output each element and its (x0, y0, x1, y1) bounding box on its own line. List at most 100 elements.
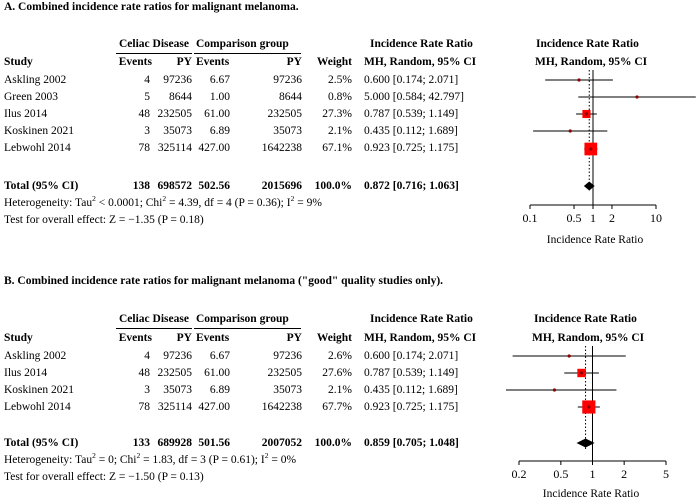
panel-a-celiac-underline (116, 53, 192, 54)
panel-a-xlabel: Incidence Rate Ratio (546, 234, 644, 246)
panel-b-irr-method: MH, Random, 95% CI (364, 332, 477, 344)
cd-events: 5 (144, 91, 150, 103)
irr-ci: 0.787 [0.539; 1.149] (364, 367, 459, 379)
weight: 2.6% (328, 350, 352, 362)
cd-py: 8644 (169, 91, 192, 103)
cd-events: 78 (138, 142, 151, 154)
cg-events: 1.00 (209, 91, 230, 103)
panel-b-plot-header: Incidence Rate Ratio (534, 313, 637, 325)
cd-events: 3 (144, 384, 150, 396)
panel-b-comparison-header: Comparison group (196, 313, 289, 325)
x-tick-label: 2 (609, 211, 615, 225)
cg-py: 97236 (273, 350, 302, 362)
total-cg-py: 2007052 (261, 437, 302, 449)
weight: 27.3% (322, 108, 352, 120)
cg-py: 232505 (267, 108, 303, 120)
total-irr-ci: 0.859 [0.705; 1.048] (364, 437, 459, 449)
study-name: Green 2003 (4, 91, 58, 103)
cg-events: 6.89 (209, 384, 230, 396)
panel-a-plot-header: Incidence Rate Ratio (536, 38, 639, 50)
x-tick-label: 0.1 (523, 211, 538, 225)
study-point-estimate (584, 112, 589, 116)
cg-py: 35073 (273, 125, 302, 137)
x-tick-label: 10 (650, 211, 662, 225)
pooled-diamond (576, 438, 595, 448)
study-name: Askling 2002 (4, 74, 67, 86)
cd-events: 48 (138, 108, 151, 120)
panel-a-cd-py-header: PY (176, 56, 192, 68)
total-cd-events: 138 (132, 180, 150, 192)
total-cd-py: 698572 (157, 180, 193, 192)
panel-b-cg-py-header: PY (286, 332, 302, 344)
irr-ci: 0.923 [0.725; 1.175] (364, 401, 459, 413)
cg-py: 35073 (273, 384, 302, 396)
total-label: Total (95% CI) (4, 437, 79, 449)
total-cg-events: 502.56 (198, 180, 230, 192)
irr-ci: 0.787 [0.539; 1.149] (364, 108, 459, 120)
irr-ci: 0.923 [0.725; 1.175] (364, 142, 459, 154)
study-name: Ilus 2014 (4, 367, 48, 379)
weight: 67.7% (322, 401, 352, 413)
x-tick-label: 1 (590, 467, 596, 481)
total-cg-py: 2015696 (261, 180, 302, 192)
cg-events: 61.00 (204, 367, 230, 379)
cd-py: 35073 (163, 125, 192, 137)
total-weight: 100.0% (314, 180, 352, 192)
panel-a-irr-header: Incidence Rate Ratio (370, 38, 473, 50)
panel-b-xlabel: Incidence Rate Ratio (542, 488, 640, 500)
cg-py: 8644 (279, 91, 302, 103)
total-cd-py: 689928 (157, 437, 193, 449)
panel-a-cd-events-header: Events (118, 56, 152, 68)
study-name: Askling 2002 (4, 350, 67, 362)
cd-py: 232505 (157, 108, 193, 120)
panel-b-celiac-header: Celiac Disease (119, 313, 189, 325)
weight: 0.8% (328, 91, 352, 103)
irr-ci: 5.000 [0.584; 42.797] (364, 91, 464, 103)
panel-b-title: B. Combined incidence rate ratios for ma… (4, 275, 444, 287)
panel-a-irr-method: MH, Random, 95% CI (364, 56, 477, 68)
study-name: Ilus 2014 (4, 108, 48, 120)
cg-py: 1642238 (261, 142, 302, 154)
study-point-estimate (587, 405, 591, 409)
panel-a-weight-header: Weight (316, 56, 352, 68)
panel-a-overall-test: Test for overall effect: Z = −1.35 (P = … (4, 214, 204, 226)
pooled-diamond (583, 181, 595, 191)
panel-a-plot-method: MH, Random, 95% CI (535, 56, 648, 68)
study-point-estimate (579, 371, 584, 375)
panel-b-cg-events-header: Events (196, 332, 230, 344)
weight: 2.1% (328, 125, 352, 137)
x-tick-label: 5 (663, 467, 669, 481)
panel-b-cd-py-header: PY (176, 332, 192, 344)
panel-a-forest-plot: 0.1 0.5 1 2 10 (523, 70, 696, 225)
cd-py: 97236 (163, 74, 192, 86)
cd-events: 4 (144, 74, 150, 86)
weight: 27.6% (322, 367, 352, 379)
irr-ci: 0.435 [0.112; 1.689] (364, 384, 458, 396)
panel-a-cg-py-header: PY (286, 56, 302, 68)
irr-ci: 0.600 [0.174; 2.071] (364, 74, 459, 86)
cd-events: 48 (138, 367, 151, 379)
x-tick-label: 0.5 (567, 211, 582, 225)
study-point-estimate (567, 354, 571, 358)
irr-ci: 0.600 [0.174; 2.071] (364, 350, 459, 362)
panel-b-irr-header: Incidence Rate Ratio (370, 313, 473, 325)
cd-events: 4 (144, 350, 150, 362)
study-point-estimate (589, 147, 593, 151)
cg-events: 6.89 (209, 125, 230, 137)
study-point-estimate (568, 129, 572, 133)
panel-b-weight-header: Weight (316, 332, 352, 344)
weight: 2.1% (328, 384, 352, 396)
study-name: Lebwohl 2014 (4, 142, 71, 154)
panel-a-celiac-header: Celiac Disease (119, 38, 189, 50)
panel-a-comparison-underline (194, 53, 301, 54)
panel-b-cd-events-header: Events (118, 332, 152, 344)
cd-py: 97236 (163, 350, 192, 362)
cd-events: 3 (144, 125, 150, 137)
study-point-estimate (552, 388, 557, 392)
panel-b-overall-test: Test for overall effect: Z = −1.50 (P = … (4, 471, 204, 483)
cg-events: 6.67 (209, 350, 230, 362)
study-point-estimate (577, 78, 581, 82)
cg-events: 6.67 (209, 74, 230, 86)
cd-py: 325114 (157, 401, 192, 413)
